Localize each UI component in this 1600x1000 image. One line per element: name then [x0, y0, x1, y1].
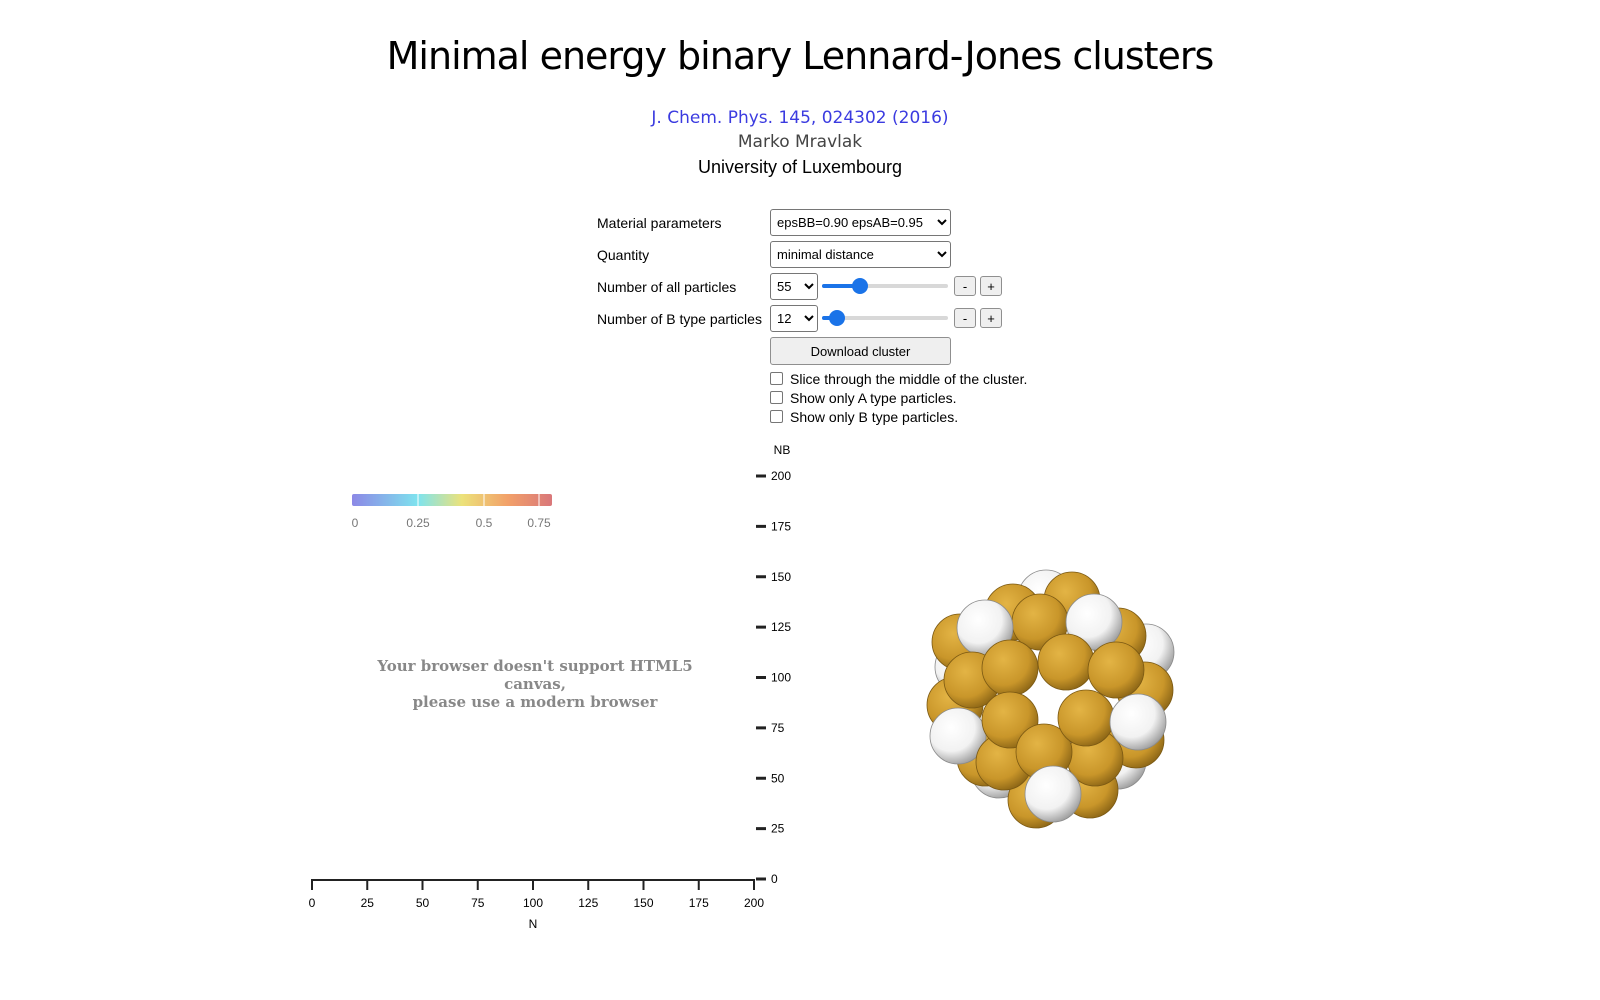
particle-a [1087, 641, 1145, 699]
particle-a [1037, 633, 1095, 691]
colorbar-tick-label: 0 [352, 516, 359, 530]
page-title: Minimal energy binary Lennard-Jones clus… [386, 34, 1215, 78]
n-all-label: Number of all particles [597, 279, 737, 295]
x-axis-tick-label: 75 [471, 896, 485, 910]
particle-a [1057, 689, 1115, 747]
quantity-select[interactable]: minimal distance [770, 241, 951, 268]
quantity-label: Quantity [597, 247, 650, 263]
affiliation: University of Luxembourg [697, 157, 903, 177]
particle-b [929, 707, 987, 765]
canvas-fallback-line1: Your browser doesn't support HTML5 canva… [377, 657, 693, 693]
reference-link[interactable]: J. Chem. Phys. 145, 024302 (2016) [651, 108, 949, 128]
material-select[interactable]: epsBB=0.90 epsAB=0.95 [770, 209, 951, 236]
material-label: Material parameters [597, 215, 722, 231]
y-axis-tick-label: 200 [771, 469, 791, 483]
n-all-slider-thumb[interactable] [852, 278, 869, 294]
x-axis-tick-label: 200 [744, 896, 764, 910]
y-axis-label: NB [774, 443, 791, 457]
colorbar-tick-label: 0.75 [527, 516, 551, 530]
y-axis-tick-label: 150 [771, 570, 791, 584]
cluster-view[interactable] [926, 569, 1175, 829]
x-axis-tick-label: 0 [309, 896, 316, 910]
author-name: Marko Mravlak [737, 132, 863, 152]
n-all-select[interactable]: 55 [770, 273, 818, 300]
only-a-checkbox[interactable] [770, 391, 783, 404]
particle-b [1065, 593, 1123, 651]
n-all-increment-button[interactable]: + [980, 276, 1002, 296]
x-axis-tick-label: 125 [578, 896, 598, 910]
n-b-increment-button[interactable]: + [980, 308, 1002, 328]
slice-checkbox-label: Slice through the middle of the cluster. [790, 371, 1028, 387]
n-b-label: Number of B type particles [597, 311, 762, 327]
y-axis-tick-label: 50 [771, 771, 785, 785]
x-axis-label: N [529, 917, 538, 931]
y-axis-tick-label: 25 [771, 822, 785, 836]
only-a-checkbox-label: Show only A type particles. [790, 390, 957, 406]
n-b-select[interactable]: 12 [770, 305, 818, 332]
n-b-decrement-button[interactable]: - [954, 308, 976, 328]
download-cluster-button[interactable]: Download cluster [770, 337, 951, 365]
slice-checkbox[interactable] [770, 372, 783, 385]
particle-b [1024, 765, 1082, 823]
n-b-slider[interactable] [822, 310, 948, 326]
only-b-checkbox-label: Show only B type particles. [790, 409, 959, 425]
x-axis-tick-label: 25 [361, 896, 375, 910]
y-axis-tick-label: 75 [771, 721, 785, 735]
particle-a [981, 639, 1039, 697]
y-axis-tick-label: 175 [771, 519, 791, 533]
y-axis-tick-label: 0 [771, 872, 778, 886]
x-axis-tick-label: 175 [689, 896, 709, 910]
colorbar-tick-label: 0.25 [406, 516, 430, 530]
n-all-slider[interactable] [822, 278, 948, 294]
x-axis-tick-label: 100 [523, 896, 543, 910]
canvas-fallback-line2: please use a modern browser [412, 693, 658, 711]
y-axis-tick-label: 100 [771, 671, 791, 685]
x-axis-tick-label: 150 [633, 896, 653, 910]
x-axis-tick-label: 50 [416, 896, 430, 910]
n-all-decrement-button[interactable]: - [954, 276, 976, 296]
n-all-slider-fill [822, 284, 861, 288]
colorbar [352, 494, 552, 506]
only-b-checkbox[interactable] [770, 410, 783, 423]
n-b-slider-thumb[interactable] [828, 310, 845, 326]
colorbar-tick-label: 0.5 [476, 516, 493, 530]
canvas-fallback-message: Your browser doesn't support HTML5 canva… [360, 657, 710, 711]
particle-b [1109, 693, 1167, 751]
y-axis-tick-label: 125 [771, 620, 791, 634]
